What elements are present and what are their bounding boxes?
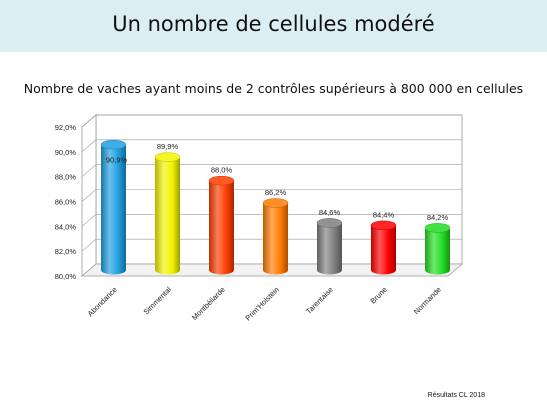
bar-tarentaise	[316, 218, 343, 275]
y-tick-label: 80,0%	[55, 272, 77, 281]
y-tick-label: 92,0%	[55, 123, 77, 132]
bar-body	[371, 225, 396, 275]
gridline	[81, 214, 462, 227]
x-category-label: Normande	[412, 285, 443, 316]
bar-simmental	[154, 152, 181, 275]
bar-prim-holstein	[262, 198, 289, 275]
bar-body	[263, 203, 288, 275]
x-category-label: Brune	[368, 285, 389, 306]
bar-body	[209, 180, 234, 275]
bar-body	[155, 157, 180, 275]
data-label: 89,9%	[157, 142, 179, 151]
chart-title: Nombre de vaches ayant moins de 2 contrô…	[23, 81, 524, 96]
data-label: 84,4%	[373, 210, 395, 219]
gridline	[81, 164, 462, 177]
data-label: 86,2%	[265, 188, 287, 197]
gridline	[81, 114, 462, 128]
bar-top	[208, 175, 235, 186]
data-label: 84,6%	[319, 208, 341, 217]
x-category-label: Montbéliarde	[190, 285, 227, 322]
y-tick-label: 84,0%	[55, 222, 77, 231]
bar-body	[317, 222, 342, 275]
x-category-label: Prim'Holstein	[243, 285, 280, 322]
bar-normande	[424, 223, 451, 275]
gridline	[81, 189, 462, 202]
bar-body	[101, 144, 126, 275]
bar-brune	[370, 220, 397, 275]
y-tick-label: 88,0%	[55, 173, 77, 182]
bar-abondance	[100, 139, 127, 275]
bar-body	[425, 227, 450, 275]
bar-top	[100, 139, 127, 150]
gridline	[81, 139, 462, 153]
bar-top	[370, 220, 397, 231]
y-tick-label: 90,0%	[55, 148, 77, 157]
data-label: 88,0%	[211, 166, 233, 175]
x-category-label: Tarentaise	[304, 285, 335, 316]
bar-top	[424, 223, 451, 233]
bar-top	[154, 152, 181, 162]
y-tick-label: 86,0%	[55, 198, 77, 207]
x-category-label: Simmental	[141, 285, 173, 317]
bar-montb-liarde	[208, 175, 235, 275]
title-band	[0, 0, 547, 52]
footer-source: Résultats CL 2018	[427, 392, 485, 399]
bar-top	[316, 218, 343, 228]
bar-top	[262, 198, 289, 208]
slide-title: Un nombre de cellules modéré	[112, 12, 435, 36]
data-label: 84,2%	[427, 213, 449, 222]
x-category-label: Abondance	[86, 285, 119, 318]
y-tick-label: 82,0%	[55, 247, 77, 256]
data-label: 90,9%	[106, 156, 128, 165]
